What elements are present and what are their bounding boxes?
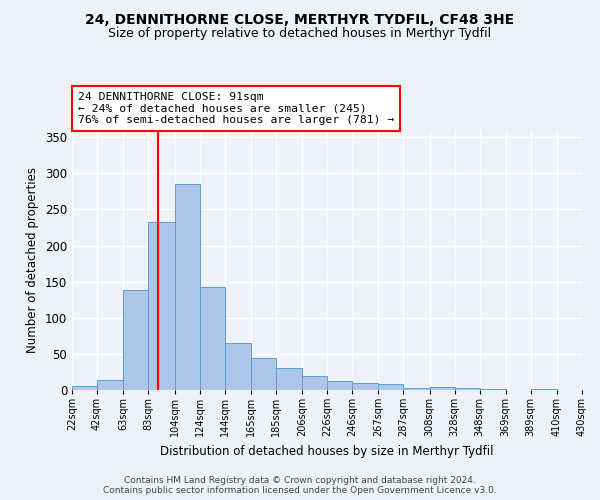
Bar bbox=[97, 380, 123, 390]
Bar bbox=[479, 388, 506, 390]
Bar bbox=[251, 358, 276, 390]
Bar bbox=[148, 222, 175, 390]
X-axis label: Distribution of detached houses by size in Merthyr Tydfil: Distribution of detached houses by size … bbox=[160, 444, 494, 458]
Y-axis label: Number of detached properties: Number of detached properties bbox=[26, 167, 40, 353]
Bar bbox=[276, 368, 302, 390]
Text: Contains HM Land Registry data © Crown copyright and database right 2024.
Contai: Contains HM Land Registry data © Crown c… bbox=[103, 476, 497, 495]
Bar bbox=[378, 384, 403, 390]
Bar bbox=[430, 387, 455, 390]
Text: 24 DENNITHORNE CLOSE: 91sqm
← 24% of detached houses are smaller (245)
76% of se: 24 DENNITHORNE CLOSE: 91sqm ← 24% of det… bbox=[78, 92, 394, 125]
Bar bbox=[175, 184, 199, 390]
Bar bbox=[455, 388, 479, 390]
Bar bbox=[72, 386, 97, 390]
Text: 24, DENNITHORNE CLOSE, MERTHYR TYDFIL, CF48 3HE: 24, DENNITHORNE CLOSE, MERTHYR TYDFIL, C… bbox=[85, 12, 515, 26]
Bar bbox=[199, 286, 224, 390]
Bar bbox=[224, 343, 251, 390]
Bar bbox=[302, 376, 327, 390]
Bar bbox=[352, 383, 378, 390]
Bar bbox=[403, 388, 430, 390]
Text: Size of property relative to detached houses in Merthyr Tydfil: Size of property relative to detached ho… bbox=[109, 28, 491, 40]
Bar bbox=[531, 388, 557, 390]
Bar bbox=[123, 290, 148, 390]
Bar bbox=[327, 380, 352, 390]
